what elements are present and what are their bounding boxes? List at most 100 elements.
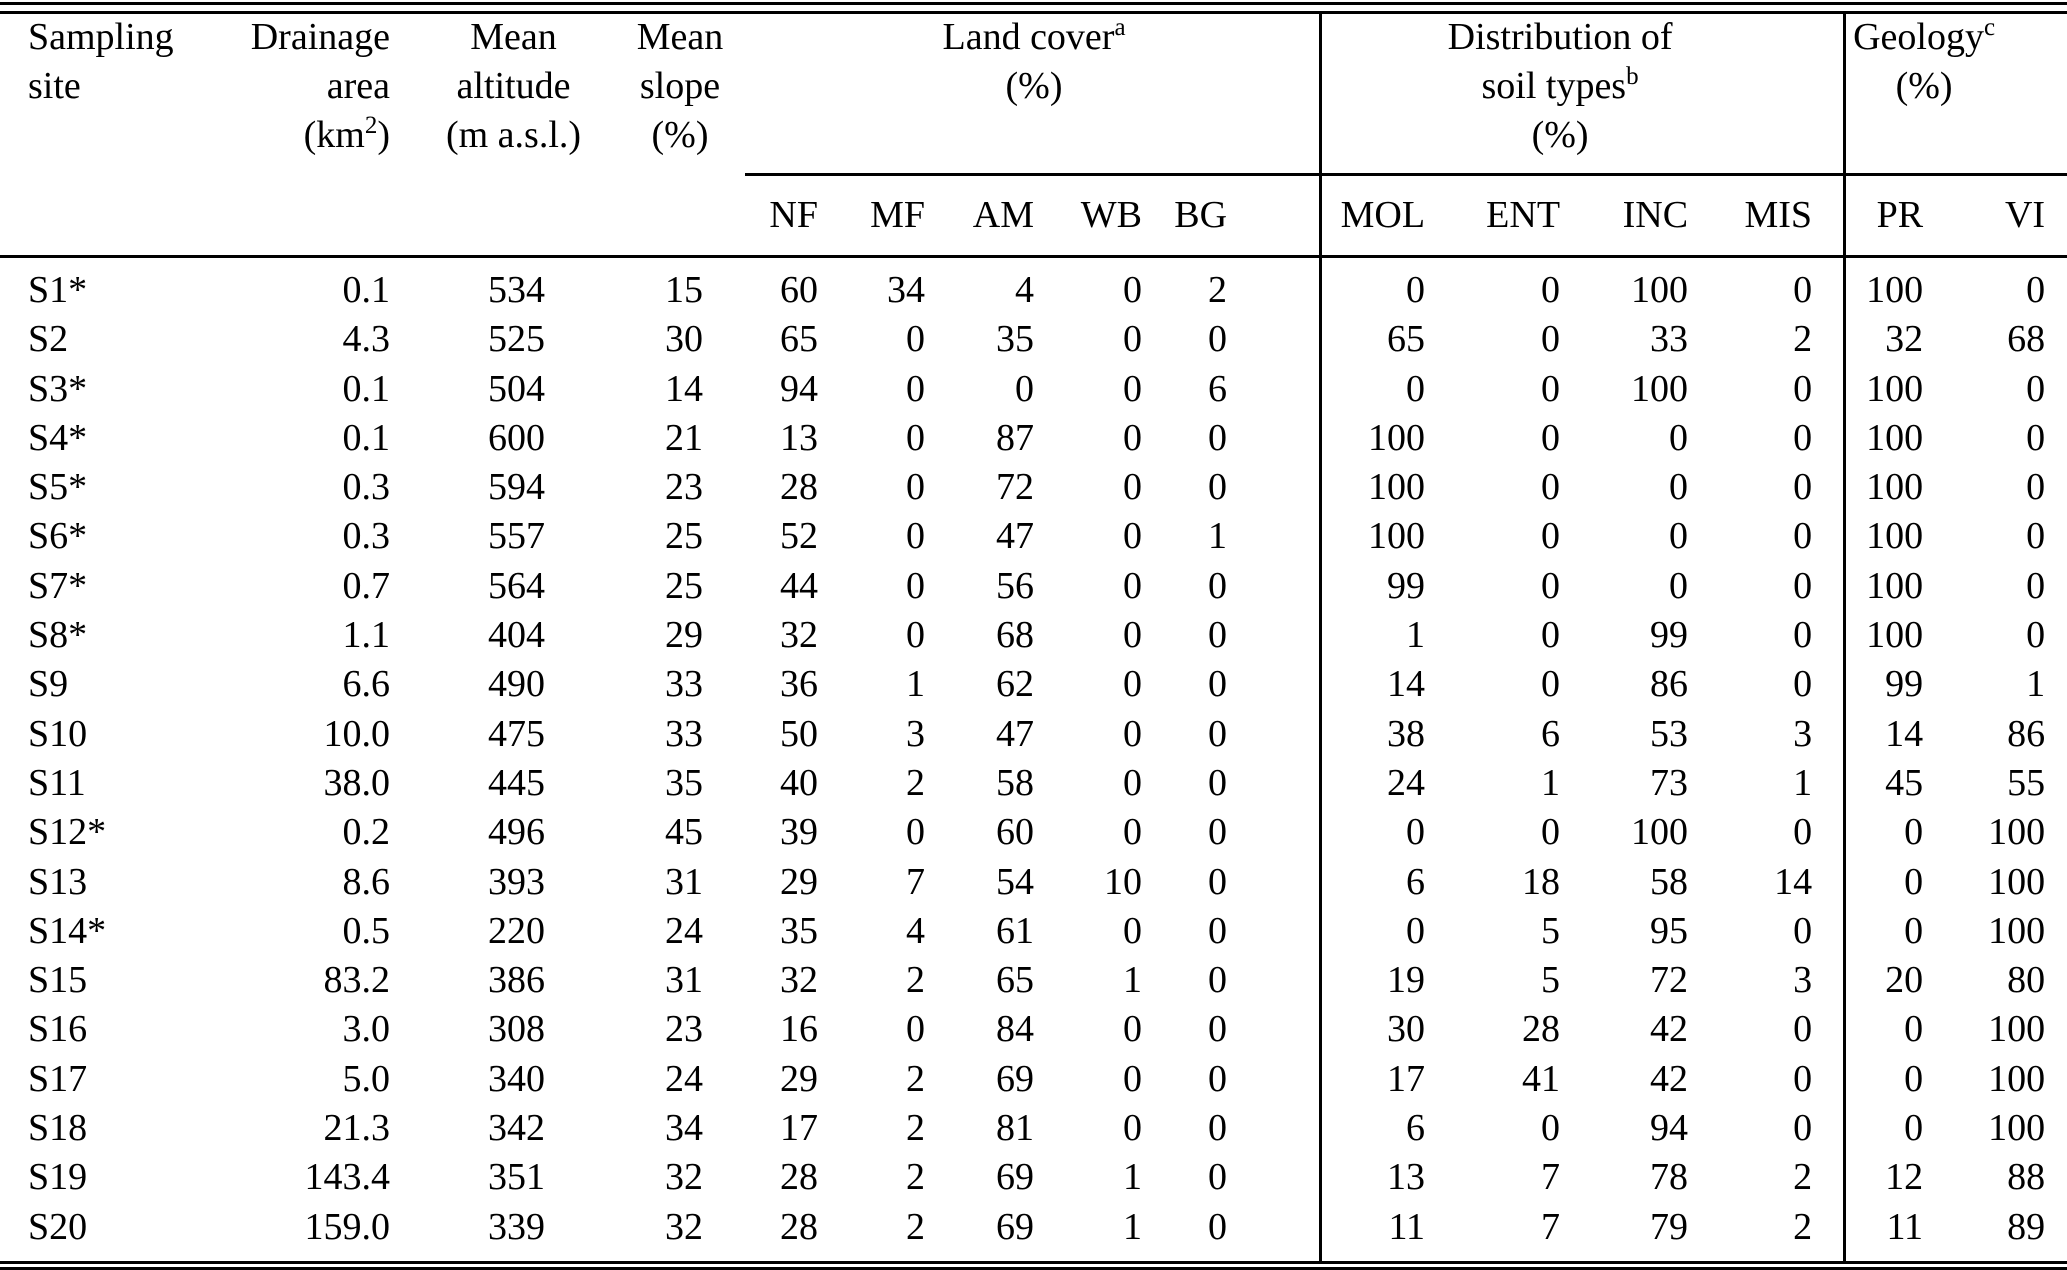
value-cell: 68 xyxy=(996,614,1034,657)
sampling-site-cell: S12* xyxy=(28,811,107,854)
value-cell: 11 xyxy=(1886,1205,1924,1248)
value-cell: 10 xyxy=(1104,860,1142,903)
value-cell: 38 xyxy=(1387,712,1426,755)
value-cell: 62 xyxy=(996,663,1034,706)
value-cell: 0 xyxy=(906,1008,925,1051)
sampling-site-cell: S19 xyxy=(28,1156,88,1199)
value-cell: 0 xyxy=(1904,811,1924,854)
value-cell: 100 xyxy=(1866,466,1924,509)
value-cell: 0 xyxy=(2026,515,2046,558)
sampling-site-cell: S9 xyxy=(28,663,69,706)
value-cell: 6 xyxy=(1406,860,1426,903)
table-row: S18 21.3 342 34 17 2 81 0 0 6 0 94 0 0 100 xyxy=(0,1104,2067,1153)
value-cell: 0 xyxy=(1541,515,1561,558)
value-cell: 0 xyxy=(906,564,925,607)
value-cell: 0 xyxy=(1123,909,1142,952)
sampling-site-cell: S11 xyxy=(28,761,86,804)
value-cell: 100 xyxy=(1988,811,2046,854)
value-cell: 0 xyxy=(1208,318,1228,361)
value-cell: 28 xyxy=(780,1205,818,1248)
value-cell: 0 xyxy=(1208,663,1228,706)
value-cell: 100 xyxy=(1631,269,1689,311)
value-cell: 32 xyxy=(665,1205,703,1248)
value-cell: 14 xyxy=(665,367,703,410)
value-cell: 24 xyxy=(665,909,703,952)
value-cell: 40 xyxy=(780,761,818,804)
value-cell: 4 xyxy=(906,909,925,952)
value-cell: 0 xyxy=(2026,466,2046,509)
value-cell: 0 xyxy=(1904,1057,1924,1100)
header-unit: (m a.s.l.) xyxy=(445,114,582,156)
value-cell: 47 xyxy=(996,712,1034,755)
value-cell: 0 xyxy=(1208,1205,1228,1248)
group-title: soil typesb xyxy=(1481,63,1639,107)
value-cell: 7 xyxy=(1541,1205,1561,1248)
header-line: altitude xyxy=(456,65,571,107)
value-cell: 35 xyxy=(665,761,703,804)
value-cell: 79 xyxy=(1650,1205,1689,1248)
value-cell: 0 xyxy=(1669,466,1689,509)
value-cell: 50 xyxy=(780,712,818,755)
value-cell: 2 xyxy=(906,1107,925,1150)
value-cell: 525 xyxy=(488,318,545,361)
table-row: S13 8.6 393 31 29 7 54 10 0 6 18 58 14 0 100 xyxy=(0,858,2067,907)
value-cell: 0 xyxy=(2026,367,2046,410)
value-cell: 33 xyxy=(665,712,703,755)
value-cell: 34 xyxy=(665,1107,703,1150)
subcol-header-ent: ENT xyxy=(1486,193,1561,236)
value-cell: 0.2 xyxy=(342,811,391,854)
value-cell: 0 xyxy=(1793,269,1813,311)
value-cell: 1 xyxy=(1208,515,1228,558)
value-cell: 65 xyxy=(1387,318,1426,361)
table-row: S1* 0.1 534 15 60 34 4 0 2 0 0 100 0 100 0 xyxy=(0,266,2067,315)
value-cell: 47 xyxy=(996,515,1034,558)
value-cell: 0 xyxy=(1541,663,1561,706)
value-cell: 0 xyxy=(1793,909,1813,952)
value-cell: 100 xyxy=(1631,811,1689,854)
table-row: S16 3.0 308 23 16 0 84 0 0 30 28 42 0 0 100 xyxy=(0,1005,2067,1054)
value-cell: 42 xyxy=(1650,1057,1689,1100)
value-cell: 42 xyxy=(1650,1008,1689,1051)
value-cell: 0 xyxy=(1208,1057,1228,1100)
value-cell: 32 xyxy=(1885,318,1924,361)
value-cell: 0 xyxy=(906,367,925,410)
value-cell: 44 xyxy=(780,564,818,607)
value-cell: 31 xyxy=(665,959,703,1002)
header-row-subcolumns: NF MF AM WB BG MOL ENT INC MIS PR VI xyxy=(0,174,2067,255)
table-row: S9 6.6 490 33 36 1 62 0 0 14 0 86 0 99 1 xyxy=(0,660,2067,709)
value-cell: 0 xyxy=(1208,1107,1228,1150)
value-cell: 0 xyxy=(1793,811,1813,854)
value-cell: 5 xyxy=(1541,959,1561,1002)
value-cell: 0 xyxy=(1793,416,1813,459)
table-row: S14* 0.5 220 24 35 4 61 0 0 0 5 95 0 0 100 xyxy=(0,907,2067,956)
value-cell: 52 xyxy=(780,515,818,558)
value-cell: 0 xyxy=(1015,367,1034,410)
subcol-header-inc: INC xyxy=(1622,193,1689,236)
value-cell: 15 xyxy=(665,269,703,311)
value-cell: 23 xyxy=(665,1008,703,1051)
value-cell: 11 xyxy=(1388,1205,1426,1248)
value-cell: 28 xyxy=(1522,1008,1561,1051)
value-cell: 351 xyxy=(488,1156,545,1199)
value-cell: 0 xyxy=(1123,712,1142,755)
value-cell: 2 xyxy=(1793,1205,1813,1248)
value-cell: 14 xyxy=(1885,712,1924,755)
value-cell: 2 xyxy=(906,1057,925,1100)
col-header-mean-altitude: Mean altitude (m a.s.l.) xyxy=(390,13,581,174)
header-unit: (%) xyxy=(651,114,709,156)
value-cell: 31 xyxy=(665,860,703,903)
value-cell: 0 xyxy=(1541,614,1561,657)
table-bottom-rule-outer xyxy=(0,1267,2067,1270)
value-cell: 2 xyxy=(1208,269,1228,311)
value-cell: 0 xyxy=(1123,1008,1142,1051)
value-cell: 94 xyxy=(1650,1107,1689,1150)
value-cell: 1 xyxy=(1793,761,1813,804)
value-cell: 86 xyxy=(1650,663,1689,706)
value-cell: 100 xyxy=(1988,860,2046,903)
col-header-mean-slope: Mean slope (%) xyxy=(545,13,724,174)
value-cell: 0 xyxy=(2026,416,2046,459)
group-header-rule xyxy=(745,173,2067,176)
value-cell: 0 xyxy=(1123,663,1142,706)
value-cell: 0 xyxy=(1904,909,1924,952)
value-cell: 1 xyxy=(1123,1205,1142,1248)
